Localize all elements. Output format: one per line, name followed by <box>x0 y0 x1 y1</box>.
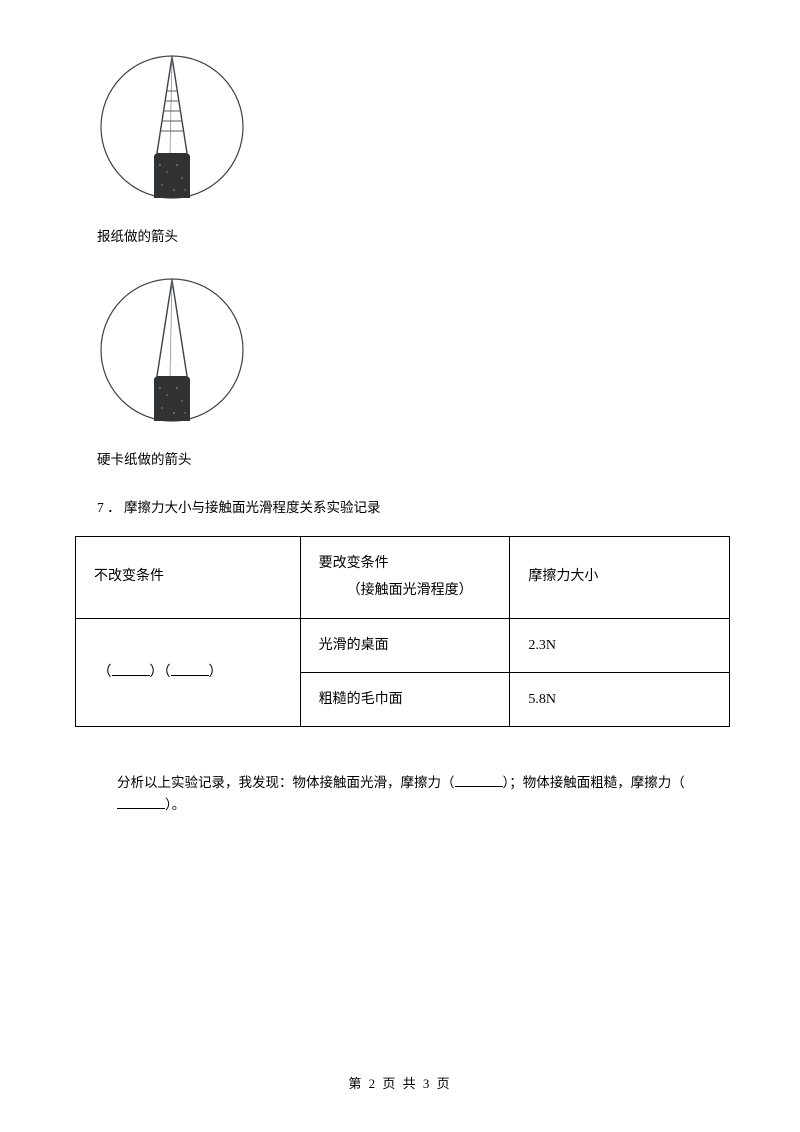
cell-surface-2: 粗糙的毛巾面 <box>300 673 510 727</box>
blank-end: ） <box>209 665 223 680</box>
cell-force-1-text: 2.3N <box>510 619 729 672</box>
header-col3-text: 摩擦力大小 <box>510 550 729 605</box>
conclusion-text: 分析以上实验记录，我发现：物体接触面光滑，摩擦力（ ）；物体接触面粗糙，摩擦力（ ）… <box>117 772 725 815</box>
diagram-cardboard-arrow <box>97 273 725 433</box>
cell-force-1: 2.3N <box>510 619 730 673</box>
cell-unchanged: （ ）（ ） <box>76 619 301 727</box>
header-col2: 要改变条件 （接触面光滑程度） <box>300 537 510 619</box>
cell-surface-2-text: 粗糙的毛巾面 <box>301 673 510 726</box>
header-col1: 不改变条件 <box>76 537 301 619</box>
fill-blank[interactable] <box>455 773 503 787</box>
fill-blank[interactable] <box>112 662 150 676</box>
header-col2-line2: （接触面光滑程度） <box>319 578 492 605</box>
cell-force-2-text: 5.8N <box>510 673 729 726</box>
cell-force-2: 5.8N <box>510 673 730 727</box>
header-col3: 摩擦力大小 <box>510 537 730 619</box>
question-title-text: 摩擦力大小与接触面光滑程度关系实验记录 <box>124 500 381 515</box>
page-footer: 第 2 页 共 3 页 <box>0 1073 800 1092</box>
cell-surface-1-text: 光滑的桌面 <box>301 619 510 672</box>
header-col1-text: 不改变条件 <box>76 550 300 605</box>
question-sep: ． <box>107 500 121 515</box>
header-col2-line1: 要改变条件 <box>319 551 492 578</box>
arrow-newspaper-svg <box>97 50 247 205</box>
conclusion-prefix: 分析以上实验记录，我发现：物体接触面光滑，摩擦力（ <box>117 775 455 790</box>
table-row: （）（） 光滑的桌面 2.3N <box>76 619 730 673</box>
blank-mid: ）（ <box>150 665 171 680</box>
table-header-row: 不改变条件 要改变条件 （接触面光滑程度） 摩擦力大小 <box>76 537 730 619</box>
blank-prefix: （ <box>98 665 112 680</box>
question-number: 7 <box>97 500 104 515</box>
conclusion-suffix: ）。 <box>165 797 185 812</box>
fill-blank[interactable] <box>117 795 165 809</box>
experiment-table: 不改变条件 要改变条件 （接触面光滑程度） 摩擦力大小 （）（） 光滑的桌面 2… <box>75 536 730 727</box>
arrow-cardboard-svg <box>97 273 247 428</box>
caption-newspaper: 报纸做的箭头 <box>97 225 725 245</box>
caption-cardboard: 硬卡纸做的箭头 <box>97 448 725 468</box>
diagram-newspaper-arrow <box>97 50 725 210</box>
question-7-title: 7 ． 摩擦力大小与接触面光滑程度关系实验记录 <box>97 496 725 516</box>
fill-blank[interactable] <box>171 662 209 676</box>
cell-surface-1: 光滑的桌面 <box>300 619 510 673</box>
conclusion-mid: ）；物体接触面粗糙，摩擦力（ <box>503 775 685 790</box>
